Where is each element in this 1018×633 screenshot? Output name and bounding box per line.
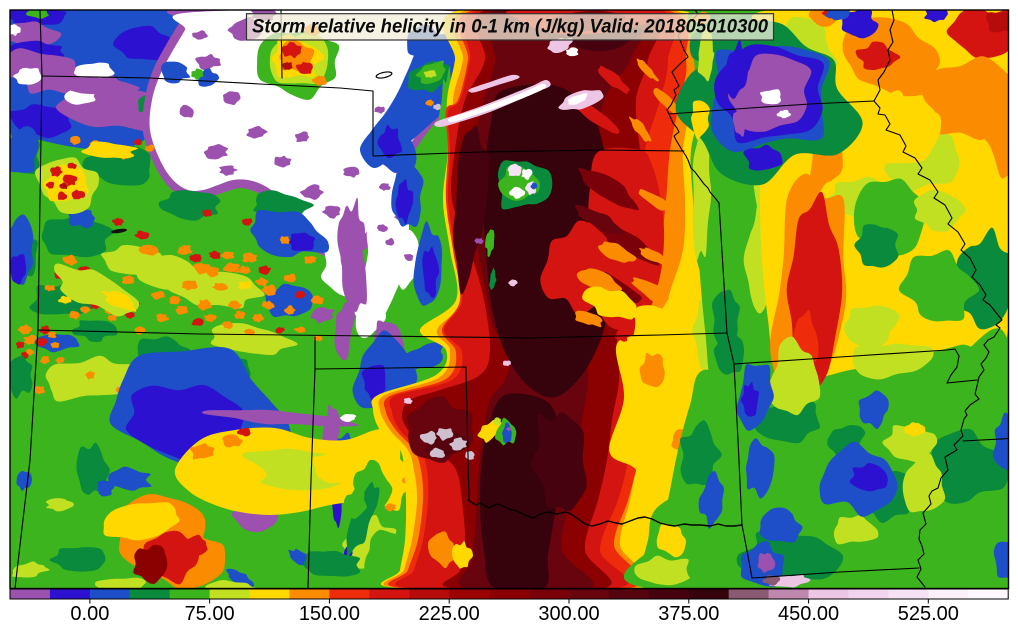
svg-text:75.00: 75.00 (185, 603, 235, 625)
svg-text:525.00: 525.00 (898, 603, 959, 625)
svg-text:375.00: 375.00 (658, 603, 719, 625)
svg-text:0.00: 0.00 (70, 603, 109, 625)
svg-text:300.00: 300.00 (538, 603, 599, 625)
svg-text:Storm relative helicity in 0-1: Storm relative helicity in 0-1 km (J/kg)… (252, 17, 768, 38)
svg-text:450.00: 450.00 (778, 603, 839, 625)
svg-text:225.00: 225.00 (419, 603, 480, 625)
svg-text:150.00: 150.00 (299, 603, 360, 625)
